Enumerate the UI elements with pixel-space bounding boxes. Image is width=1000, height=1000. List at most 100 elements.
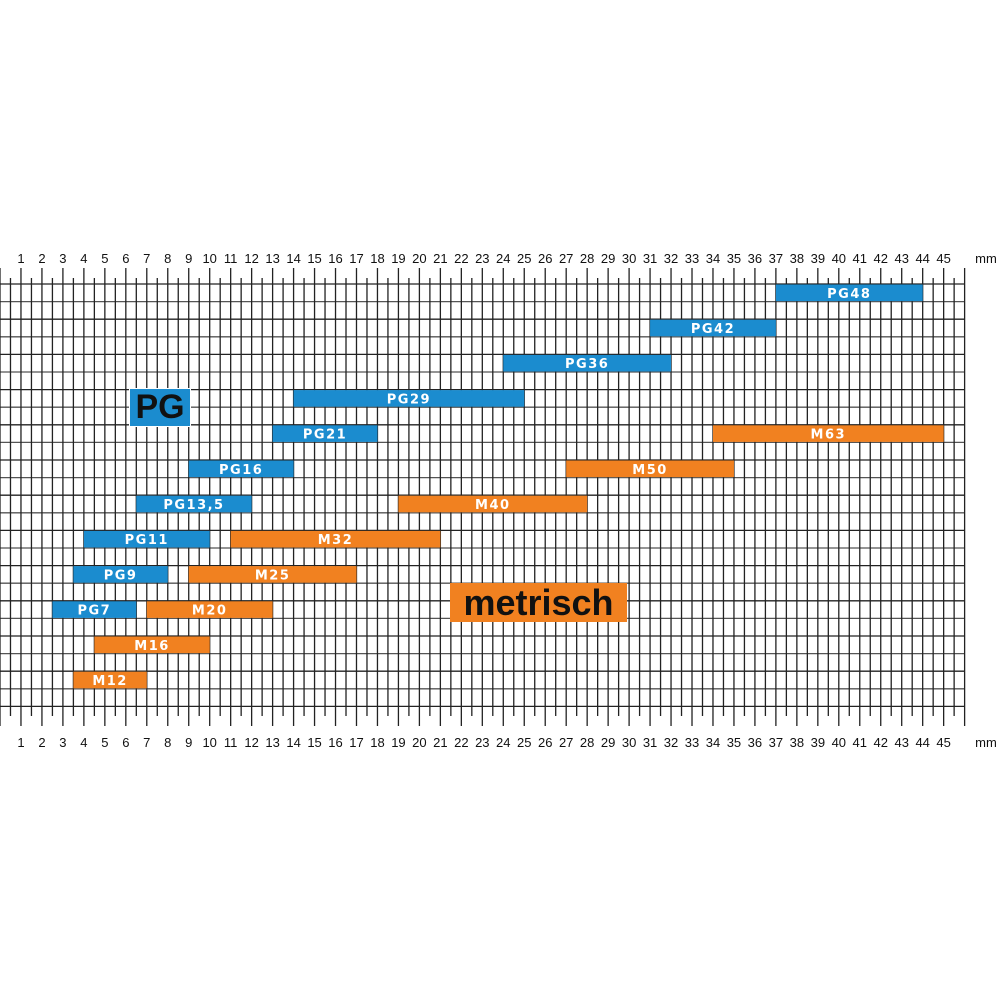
tick-label-top: 25 (517, 251, 531, 266)
tick-label-bottom: 8 (164, 735, 171, 750)
bar-m12 (73, 671, 147, 689)
unit-label-bottom: mm (975, 735, 997, 750)
tick-label-bottom: 16 (328, 735, 342, 750)
tick-label-top: 10 (202, 251, 216, 266)
bar-m20 (146, 601, 273, 618)
tick-label-top: 42 (874, 251, 888, 266)
tick-label-bottom: 18 (370, 735, 384, 750)
bar-pg36 (503, 354, 672, 372)
bar-label: PG13,5 (163, 498, 224, 513)
legend-metrisch: metrisch (450, 581, 627, 623)
bar-label: PG16 (219, 463, 263, 478)
bar-label: PG11 (125, 533, 169, 548)
tick-label-bottom: 14 (286, 735, 300, 750)
tick-label-top: 16 (328, 251, 342, 266)
tick-label-top: 13 (265, 251, 279, 266)
tick-label-bottom: 13 (265, 735, 279, 750)
tick-label-top: 23 (475, 251, 489, 266)
tick-label-bottom: 28 (580, 735, 594, 750)
tick-label-bottom: 2 (38, 735, 45, 750)
tick-label-top: 35 (727, 251, 741, 266)
tick-label-bottom: 24 (496, 735, 510, 750)
tick-label-top: 28 (580, 251, 594, 266)
bar-pg7 (52, 601, 137, 618)
bar-pg42 (650, 319, 776, 337)
tick-label-bottom: 11 (224, 735, 238, 750)
tick-label-top: 22 (454, 251, 468, 266)
tick-label-top: 40 (832, 251, 846, 266)
bar-m50 (566, 460, 734, 478)
tick-label-bottom: 41 (853, 735, 867, 750)
tick-label-bottom: 9 (185, 735, 192, 750)
tick-label-top: 45 (936, 251, 950, 266)
bar-m32 (230, 530, 441, 548)
tick-label-bottom: 1 (17, 735, 24, 750)
bars: PG48 PG42 PG36 PG29 PG21 PG16 PG13,5 PG11 PG9 PG7… (52, 284, 944, 689)
tick-label-top: 2 (38, 251, 45, 266)
tick-label-bottom: 42 (874, 735, 888, 750)
tick-label-top: 30 (622, 251, 636, 266)
tick-label-top: 39 (811, 251, 825, 266)
bar-label: M40 (475, 498, 511, 513)
bar-pg48 (775, 284, 923, 302)
tick-label-top: 1 (17, 251, 24, 266)
bar-label: PG48 (827, 287, 871, 302)
tick-label-bottom: 17 (349, 735, 363, 750)
tick-label-bottom: 23 (475, 735, 489, 750)
bar-label: PG42 (691, 322, 735, 337)
tick-label-top: 44 (915, 251, 929, 266)
tick-label-bottom: 4 (80, 735, 87, 750)
bar-pg16 (188, 460, 294, 478)
tick-label-top: 9 (185, 251, 192, 266)
tick-label-top: 41 (853, 251, 867, 266)
bar-label: M32 (318, 533, 354, 548)
bar-label: PG36 (565, 357, 609, 372)
tick-label-top: 26 (538, 251, 552, 266)
tick-label-bottom: 38 (790, 735, 804, 750)
legend-pg-label: PG (135, 388, 185, 426)
unit-label-top: mm (975, 251, 997, 266)
tick-label-top: 36 (748, 251, 762, 266)
tick-label-top: 14 (286, 251, 300, 266)
bar-label: PG9 (104, 568, 138, 583)
tick-label-bottom: 37 (769, 735, 783, 750)
bar-label: M50 (632, 463, 668, 478)
bar-label: PG21 (303, 428, 347, 443)
bar-label: M63 (811, 428, 847, 443)
legend-pg: PG (129, 388, 191, 427)
tick-label-top: 34 (706, 251, 720, 266)
tick-label-bottom: 3 (59, 735, 66, 750)
tick-label-bottom: 45 (936, 735, 950, 750)
tick-label-top: 20 (412, 251, 426, 266)
tick-label-top: 12 (244, 251, 258, 266)
tick-label-bottom: 26 (538, 735, 552, 750)
tick-label-bottom: 21 (433, 735, 447, 750)
tick-label-top: 21 (433, 251, 447, 266)
tick-label-bottom: 25 (517, 735, 531, 750)
tick-label-bottom: 44 (915, 735, 929, 750)
tick-label-bottom: 27 (559, 735, 573, 750)
tick-label-top: 31 (643, 251, 657, 266)
bar-m25 (188, 566, 357, 583)
tick-label-top: 32 (664, 251, 678, 266)
bar-m40 (398, 495, 588, 513)
bar-m16 (94, 636, 210, 654)
tick-label-bottom: 19 (391, 735, 405, 750)
bar-pg9 (73, 566, 168, 583)
legend-metrisch-label: metrisch (463, 581, 614, 623)
tick-label-bottom: 5 (101, 735, 108, 750)
bar-pg29 (293, 390, 525, 407)
bar-label: M25 (255, 568, 291, 583)
tick-label-bottom: 6 (122, 735, 129, 750)
tick-label-top: 3 (59, 251, 66, 266)
tick-label-top: 15 (307, 251, 321, 266)
tick-label-bottom: 32 (664, 735, 678, 750)
tick-label-bottom: 10 (202, 735, 216, 750)
tick-label-top: 38 (790, 251, 804, 266)
tick-label-bottom: 15 (307, 735, 321, 750)
tick-label-bottom: 36 (748, 735, 762, 750)
tick-label-top: 19 (391, 251, 405, 266)
tick-label-bottom: 7 (143, 735, 150, 750)
tick-label-top: 43 (894, 251, 908, 266)
